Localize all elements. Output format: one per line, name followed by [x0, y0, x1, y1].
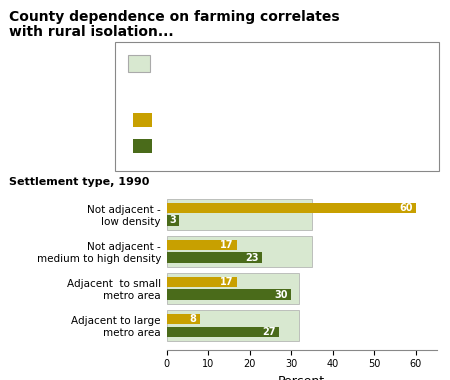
Text: Farming-dependent: Farming-dependent [157, 115, 259, 125]
Text: Average percent cropland, 1997: Average percent cropland, 1997 [157, 59, 324, 69]
Bar [166, 290, 291, 300]
X-axis label: Percent: Percent [278, 375, 325, 380]
Bar [166, 203, 416, 213]
Bar [166, 215, 179, 226]
Bar [166, 236, 312, 267]
Text: 17: 17 [220, 277, 234, 287]
Bar [166, 198, 312, 230]
Text: Settlement type, 1990: Settlement type, 1990 [9, 177, 149, 187]
Bar [166, 277, 237, 287]
Text: 17: 17 [220, 240, 234, 250]
Bar [166, 326, 279, 337]
Text: with rural isolation...: with rural isolation... [9, 25, 174, 39]
Bar [166, 273, 299, 304]
Text: County dependence on farming correlates: County dependence on farming correlates [9, 10, 340, 24]
Text: Manufacturing-dependent: Manufacturing-dependent [157, 141, 292, 151]
Text: 3: 3 [169, 215, 176, 225]
Text: 60: 60 [399, 203, 412, 213]
Text: 8: 8 [189, 314, 196, 324]
Text: 23: 23 [245, 253, 259, 263]
Text: 30: 30 [274, 290, 288, 300]
Bar [166, 252, 262, 263]
Text: Counties classified in 1989 as...: Counties classified in 1989 as... [128, 87, 315, 97]
Bar [166, 240, 237, 250]
Text: 27: 27 [262, 327, 275, 337]
Bar [166, 310, 299, 341]
Bar [166, 314, 200, 325]
